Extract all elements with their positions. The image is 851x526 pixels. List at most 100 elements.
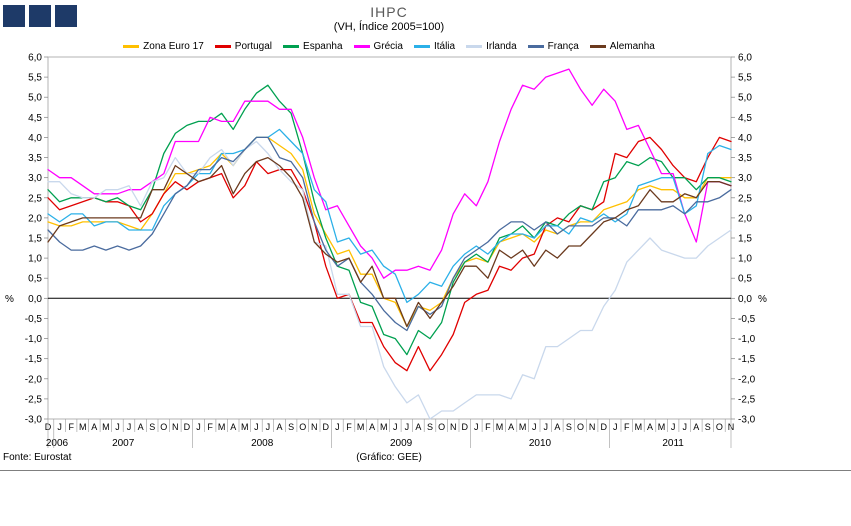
- x-month-label: D: [600, 422, 607, 432]
- bottom-rule: [0, 470, 851, 471]
- y-axis-unit-left: %: [5, 294, 14, 305]
- y-tick-label-right: 6,0: [738, 53, 752, 64]
- y-tick-label-left: -2,5: [25, 394, 43, 405]
- y-tick-label-right: 5,0: [738, 93, 752, 104]
- x-month-label: J: [254, 422, 259, 432]
- legend-swatch: [589, 45, 606, 48]
- x-month-label: A: [554, 422, 560, 432]
- x-month-label: N: [589, 422, 596, 432]
- legend-item-fran-a: França: [527, 41, 579, 52]
- y-tick-label-left: 4,5: [28, 113, 42, 124]
- x-month-label: A: [693, 422, 699, 432]
- x-month-label: M: [658, 422, 666, 432]
- x-month-label: A: [369, 422, 375, 432]
- x-month-label: N: [172, 422, 179, 432]
- y-tick-label-right: 3,0: [738, 173, 752, 184]
- x-month-label: A: [508, 422, 514, 432]
- series-line-gr-cia: [47, 68, 732, 279]
- legend-label: Alemanha: [609, 41, 655, 52]
- x-month-label: N: [450, 422, 457, 432]
- y-tick-label-right: -2,5: [738, 394, 756, 405]
- y-tick-label-right: 4,5: [738, 113, 752, 124]
- y-tick-label-left: -1,5: [25, 354, 43, 365]
- x-month-label: O: [438, 422, 445, 432]
- x-month-label: J: [671, 422, 676, 432]
- x-month-label: F: [624, 422, 630, 432]
- plot-border: [47, 56, 732, 420]
- x-month-label: A: [91, 422, 97, 432]
- series-line-espanha: [47, 84, 732, 356]
- series-line-it-lia: [47, 128, 732, 304]
- legend-label: Irlanda: [486, 41, 517, 52]
- x-month-label: A: [647, 422, 653, 432]
- x-month-label: J: [335, 422, 340, 432]
- y-tick-label-left: 0,0: [28, 294, 42, 305]
- x-month-label: O: [716, 422, 723, 432]
- x-month-label: M: [102, 422, 110, 432]
- y-tick-label-right: -0,5: [738, 314, 756, 325]
- y-tick-label-left: 6,0: [28, 53, 42, 64]
- y-axis-unit-right: %: [758, 294, 767, 305]
- x-month-label: A: [276, 422, 282, 432]
- x-month-label: F: [207, 422, 213, 432]
- x-month-label: J: [682, 422, 687, 432]
- series-line-portugal: [47, 136, 732, 372]
- x-month-label: D: [461, 422, 468, 432]
- x-month-label: M: [519, 422, 527, 432]
- x-month-label: D: [323, 422, 330, 432]
- x-year-label: 2010: [529, 438, 552, 449]
- x-month-label: O: [577, 422, 584, 432]
- y-tick-label-right: 0,0: [738, 294, 752, 305]
- legend-swatch: [466, 45, 483, 48]
- y-tick-label-right: 2,0: [738, 213, 752, 224]
- footer-source: Fonte: Eurostat: [3, 452, 72, 463]
- legend-swatch: [283, 45, 300, 48]
- legend-item-gr-cia: Grécia: [353, 41, 403, 52]
- x-month-label: J: [127, 422, 132, 432]
- legend-label: Portugal: [234, 41, 273, 52]
- chart-title: IHPC: [370, 4, 408, 20]
- x-year-label: 2009: [390, 438, 413, 449]
- legend-item-portugal: Portugal: [214, 41, 273, 52]
- x-month-label: J: [405, 422, 410, 432]
- logo-square: [55, 5, 77, 27]
- x-month-label: J: [393, 422, 398, 432]
- y-tick-label-right: -1,5: [738, 354, 756, 365]
- legend-item-alemanha: Alemanha: [589, 41, 655, 52]
- x-month-label: J: [115, 422, 120, 432]
- y-tick-label-right: 1,0: [738, 254, 752, 265]
- x-month-label: M: [79, 422, 87, 432]
- legend-item-espanha: Espanha: [283, 41, 343, 52]
- legend-swatch: [413, 45, 430, 48]
- series-line-irlanda: [47, 140, 732, 420]
- x-month-label: F: [485, 422, 491, 432]
- y-tick-label-left: 5,5: [28, 73, 42, 84]
- legend-item-irlanda: Irlanda: [466, 41, 517, 52]
- legend-label: Grécia: [373, 41, 403, 52]
- y-tick-label-left: 3,5: [28, 153, 42, 164]
- x-month-label: A: [230, 422, 236, 432]
- legend: Zona Euro 17 Portugal Espanha Grécia Itália I…: [0, 41, 778, 52]
- series-line-alemanha: [47, 156, 732, 328]
- x-month-label: M: [218, 422, 226, 432]
- x-month-label: M: [357, 422, 365, 432]
- x-month-label: D: [184, 422, 191, 432]
- line-chart: 6,0 6,0 5,5 5,5 5,0 5,0 4,5 4,5 4,0 4,0 3,5 3,5 3,0 3…: [5, 53, 767, 450]
- x-month-label: M: [380, 422, 388, 432]
- x-month-label: S: [427, 422, 433, 432]
- x-month-label: N: [311, 422, 318, 432]
- legend-swatch: [214, 45, 231, 48]
- logo: [3, 5, 77, 27]
- legend-swatch: [527, 45, 544, 48]
- x-month-label: J: [613, 422, 618, 432]
- legend-item-it-lia: Itália: [413, 41, 455, 52]
- y-tick-label-right: 3,5: [738, 153, 752, 164]
- x-month-label: M: [496, 422, 504, 432]
- x-month-label: J: [266, 422, 271, 432]
- y-tick-label-left: 1,0: [28, 254, 42, 265]
- y-tick-label-left: -2,0: [25, 374, 43, 385]
- y-tick-label-right: 1,5: [738, 234, 752, 245]
- chart-subtitle: (VH, Índice 2005=100): [333, 21, 445, 33]
- y-tick-label-right: -2,0: [738, 374, 756, 385]
